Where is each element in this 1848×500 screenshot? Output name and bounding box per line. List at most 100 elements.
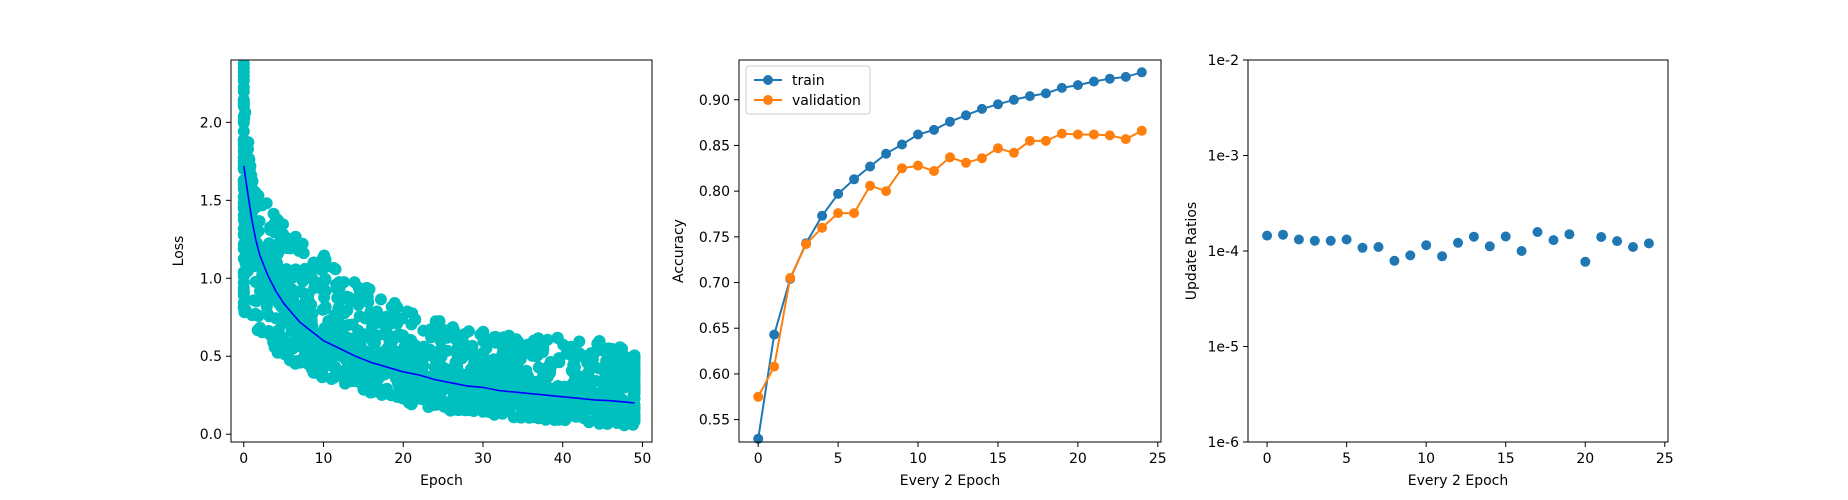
- accuracy-panel: 0 5 10 15 20 25 0.55 0.60 0.65 0.70 0.75 0.80 0.85 0.…: [671, 59, 1167, 489]
- validation-point: [769, 361, 780, 372]
- loss-point: [593, 337, 606, 350]
- loss-point: [628, 415, 641, 428]
- validation-point: [1008, 147, 1019, 158]
- train-point: [993, 99, 1003, 110]
- y-tick-label: 1e-4: [1208, 244, 1240, 260]
- update-ratio-point: [1325, 235, 1336, 246]
- loss-point: [246, 309, 259, 322]
- train-point: [817, 210, 828, 221]
- y-axis-label: Update Ratios: [1184, 202, 1200, 300]
- train-point: [753, 433, 764, 444]
- train-point: [1040, 88, 1051, 99]
- y-tick-label: 0.75: [699, 230, 730, 246]
- train-point: [865, 161, 876, 172]
- x-tick-label: 15: [1497, 451, 1515, 467]
- loss-point: [237, 302, 250, 315]
- update-ratio-point: [1500, 231, 1511, 242]
- train-point: [1088, 76, 1099, 87]
- update-ratio-point: [1453, 237, 1463, 248]
- x-tick-label: 0: [239, 451, 248, 467]
- loss-point: [616, 342, 628, 355]
- loss-point: [559, 413, 572, 426]
- loss-point: [487, 367, 500, 380]
- x-tick-label: 20: [1069, 451, 1087, 467]
- loss-point: [579, 412, 591, 425]
- legend-swatch-marker: [763, 75, 773, 85]
- loss-point: [557, 338, 570, 351]
- validation-point: [753, 391, 764, 402]
- loss-point: [327, 261, 340, 274]
- x-tick-label: 10: [909, 451, 927, 467]
- loss-point: [284, 242, 297, 254]
- train-point: [1104, 73, 1115, 84]
- y-tick-label: 1.0: [200, 271, 222, 287]
- loss-point: [237, 60, 250, 70]
- loss-point: [315, 264, 328, 277]
- y-tick-label: 0.70: [699, 276, 730, 292]
- train-point: [897, 139, 907, 150]
- y-axis-label: Accuracy: [671, 219, 687, 283]
- loss-point: [424, 323, 437, 336]
- loss-point: [237, 286, 250, 299]
- validation-point: [1088, 129, 1099, 140]
- update-ratio-point: [1468, 231, 1479, 242]
- loss-point: [389, 330, 402, 343]
- loss-point: [495, 376, 507, 389]
- loss-point: [413, 355, 425, 368]
- loss-point: [248, 260, 261, 273]
- update-ratio-point: [1580, 256, 1591, 267]
- validation-point: [1024, 135, 1035, 146]
- loss-point: [263, 238, 276, 251]
- update-ratio-point: [1262, 230, 1273, 241]
- loss-point: [294, 326, 307, 339]
- loss-point: [604, 343, 617, 356]
- y-tick-label: 1e-5: [1208, 340, 1239, 356]
- loss-mean-line: [243, 165, 635, 404]
- loss-point: [606, 403, 619, 416]
- train-point: [1008, 94, 1019, 105]
- loss-point: [300, 347, 313, 359]
- train-point: [977, 103, 987, 114]
- loss-point: [237, 110, 250, 123]
- loss-point: [297, 247, 310, 260]
- train-point: [929, 124, 939, 135]
- validation-point: [801, 239, 812, 250]
- loss-point: [593, 416, 606, 429]
- loss-point: [237, 202, 250, 215]
- loss-point: [409, 369, 422, 382]
- x-tick-label: 10: [315, 451, 333, 467]
- loss-point: [553, 356, 566, 369]
- update-ratio-point: [1532, 227, 1543, 237]
- train-point: [913, 129, 923, 140]
- loss-point: [628, 404, 641, 417]
- loss-point: [360, 281, 373, 294]
- legend-swatch-marker: [763, 95, 773, 105]
- loss-point: [521, 390, 534, 403]
- train-point: [945, 116, 955, 127]
- validation-point: [1120, 134, 1131, 145]
- validation-point: [1136, 125, 1147, 136]
- validation-point: [961, 157, 971, 168]
- loss-point: [457, 340, 470, 353]
- update-ratio-point: [1612, 236, 1623, 247]
- loss-point: [517, 340, 530, 353]
- loss-point: [599, 370, 612, 383]
- train-point: [881, 148, 892, 159]
- x-tick-label: 10: [1417, 451, 1435, 467]
- loss-point: [565, 364, 578, 377]
- x-tick-label: 30: [474, 451, 492, 467]
- y-tick-label: 0.80: [699, 184, 730, 200]
- loss-point: [317, 285, 330, 298]
- loss-point: [496, 394, 509, 407]
- loss-point: [402, 396, 415, 409]
- loss-point: [359, 312, 372, 325]
- validation-point: [945, 152, 955, 163]
- loss-point: [237, 155, 250, 168]
- loss-point: [587, 361, 600, 374]
- loss-point: [458, 328, 471, 340]
- loss-point: [618, 375, 631, 388]
- loss-point: [608, 413, 621, 426]
- loss-point: [380, 387, 393, 400]
- loss-point: [293, 267, 306, 280]
